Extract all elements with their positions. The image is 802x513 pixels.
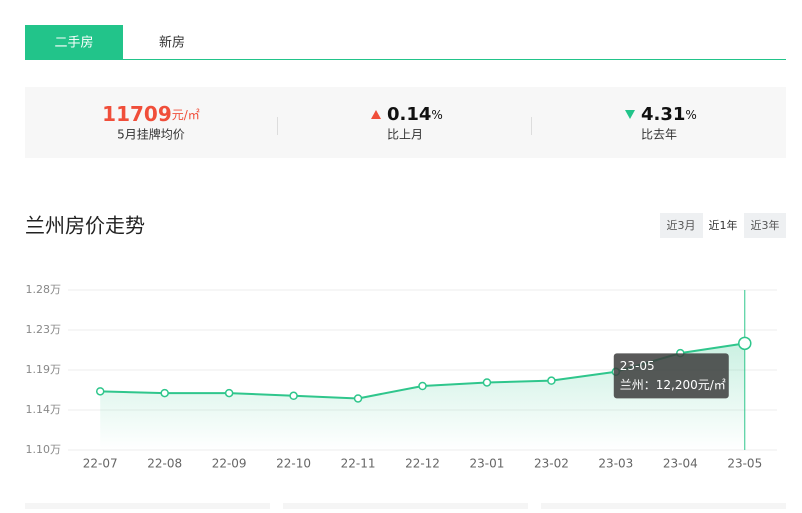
y-tick-label: 1.19万 [26, 363, 62, 376]
x-tick-label: 22-11 [341, 457, 376, 471]
x-tick-label: 23-03 [598, 457, 633, 471]
x-tick-label: 23-05 [727, 457, 762, 471]
x-tick-label: 23-02 [534, 457, 569, 471]
x-tick-label: 23-04 [663, 457, 698, 471]
point [224, 388, 234, 398]
stat-label: 比去年 [641, 128, 677, 142]
y-tick-label: 1.28万 [26, 283, 62, 296]
x-tick-label: 22-07 [83, 457, 118, 471]
up-arrow [371, 110, 381, 119]
point [418, 381, 427, 391]
x-tick-label: 22-10 [276, 457, 311, 471]
number: 11709 [102, 102, 172, 126]
number: 4.31 [641, 104, 685, 125]
plot: 1.10万 1.14万 1.19万 1.23万 1.28万 22-07 22-08 22-09… [26, 283, 777, 471]
y-tick-label: 1.23万 [26, 323, 62, 336]
point [95, 387, 105, 396]
stat-value: 0.14% [387, 104, 443, 125]
tooltip-label: 兰州：12,200元/㎡ [620, 378, 726, 392]
stats-box [25, 87, 786, 158]
stat-label: 比上月 [387, 128, 423, 142]
x-tick-label: 22-08 [147, 457, 182, 471]
range-label[interactable]: 近3月 [667, 219, 696, 232]
range-label[interactable]: 近1年 [709, 218, 738, 232]
unit: 元/㎡ [172, 108, 200, 122]
stat-value: 11709元/㎡ [102, 102, 200, 126]
tab-active[interactable] [25, 25, 123, 59]
section-title: 兰州房价走势 [25, 214, 145, 238]
card [541, 503, 786, 509]
tab[interactable]: 二手房 [54, 35, 93, 51]
unit: % [685, 108, 696, 122]
point [482, 378, 492, 387]
range-button[interactable] [744, 213, 786, 238]
point [738, 336, 752, 351]
x-tick-label: 23-01 [470, 457, 505, 471]
range-button[interactable] [660, 213, 703, 238]
point [160, 388, 169, 398]
unit: % [431, 108, 442, 122]
area [100, 343, 745, 450]
down-arrow [625, 110, 635, 119]
point [547, 376, 556, 385]
card [25, 503, 270, 509]
card [283, 503, 528, 509]
number: 0.14 [387, 104, 431, 125]
y-tick-label: 1.14万 [26, 403, 62, 416]
range-button-active[interactable] [703, 213, 744, 238]
range-label[interactable]: 近3年 [751, 218, 780, 232]
x-tick-label: 22-09 [212, 457, 247, 471]
stat-label: 5月挂牌均价 [117, 128, 185, 142]
point [353, 394, 363, 403]
tooltip-title: 23-05 [620, 359, 655, 373]
tooltip [613, 353, 729, 399]
y-tick-label: 1.10万 [26, 443, 62, 456]
tab[interactable]: 新房 [159, 35, 185, 51]
x-tick-label: 22-12 [405, 457, 440, 471]
point [289, 391, 298, 401]
stat-value: 4.31% [641, 104, 697, 125]
